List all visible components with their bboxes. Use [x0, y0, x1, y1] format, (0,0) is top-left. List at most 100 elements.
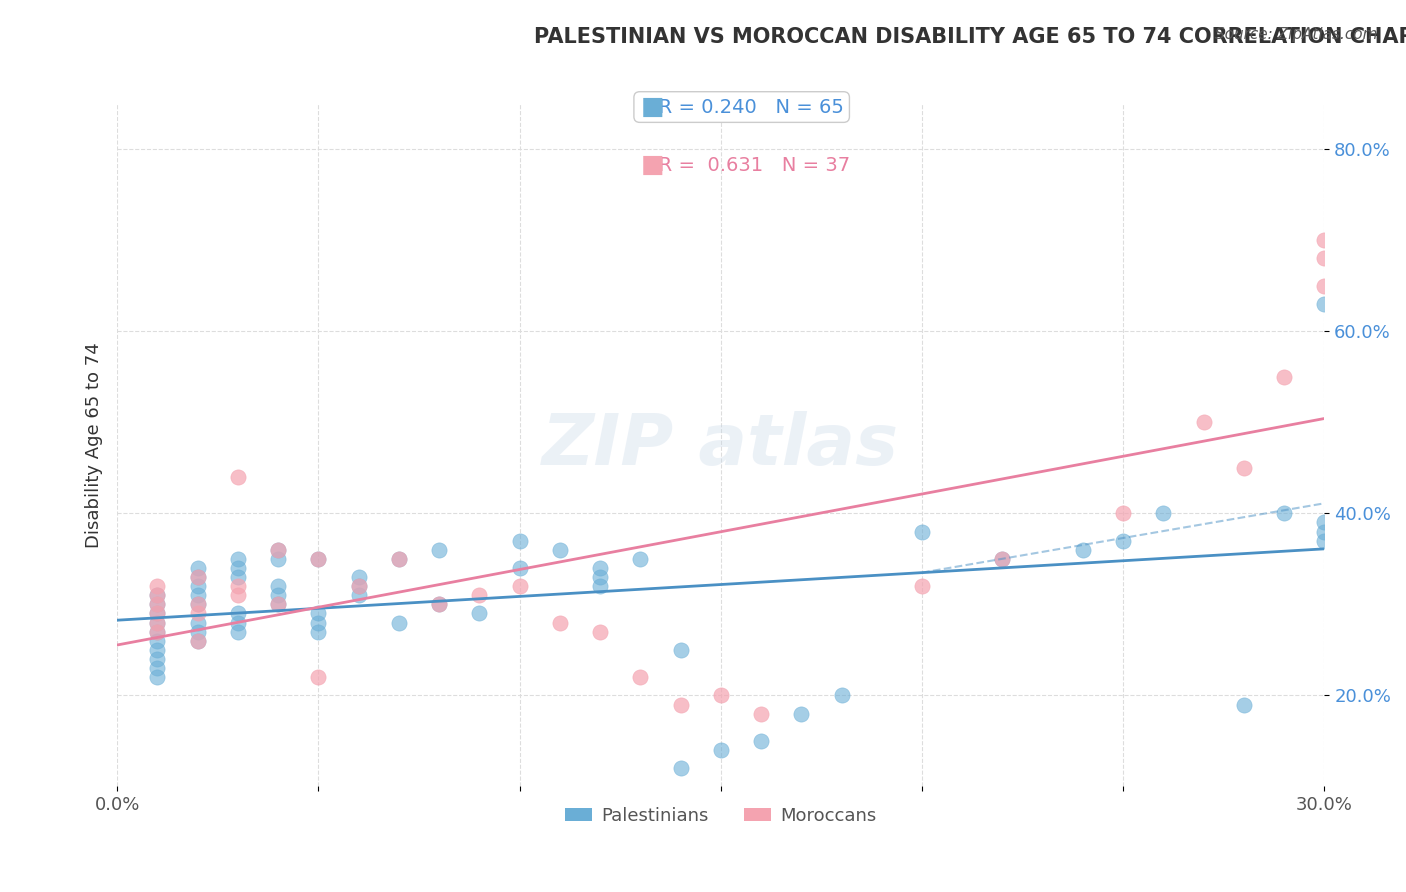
- Point: [347, 588, 370, 602]
- Point: [146, 615, 169, 630]
- Point: [226, 607, 249, 621]
- Text: ■: ■: [641, 95, 665, 119]
- Point: [187, 598, 209, 612]
- Text: PALESTINIAN VS MOROCCAN DISABILITY AGE 65 TO 74 CORRELATION CHART: PALESTINIAN VS MOROCCAN DISABILITY AGE 6…: [534, 27, 1406, 46]
- Point: [146, 615, 169, 630]
- Point: [669, 698, 692, 712]
- Point: [548, 542, 571, 557]
- Point: [1272, 506, 1295, 520]
- Point: [1233, 698, 1256, 712]
- Legend: Palestinians, Moroccans: Palestinians, Moroccans: [558, 799, 884, 832]
- Point: [187, 579, 209, 593]
- Point: [267, 542, 290, 557]
- Point: [187, 570, 209, 584]
- Point: [146, 579, 169, 593]
- Text: ■: ■: [641, 153, 665, 177]
- Y-axis label: Disability Age 65 to 74: Disability Age 65 to 74: [86, 343, 103, 548]
- Point: [589, 624, 612, 639]
- Point: [307, 551, 329, 566]
- Point: [1313, 278, 1336, 293]
- Point: [146, 598, 169, 612]
- Point: [468, 588, 491, 602]
- Point: [267, 588, 290, 602]
- Point: [146, 624, 169, 639]
- Point: [187, 561, 209, 575]
- Point: [307, 624, 329, 639]
- Point: [427, 598, 450, 612]
- Point: [669, 761, 692, 775]
- Point: [710, 689, 733, 703]
- Point: [589, 579, 612, 593]
- Point: [509, 579, 531, 593]
- Point: [1313, 233, 1336, 247]
- Point: [1313, 533, 1336, 548]
- Point: [146, 643, 169, 657]
- Point: [628, 551, 651, 566]
- Point: [1313, 516, 1336, 530]
- Point: [267, 598, 290, 612]
- Point: [226, 624, 249, 639]
- Point: [1112, 533, 1135, 548]
- Text: R = 0.240   N = 65: R = 0.240 N = 65: [640, 97, 844, 117]
- Point: [1192, 415, 1215, 429]
- Point: [226, 615, 249, 630]
- Point: [187, 570, 209, 584]
- Point: [146, 670, 169, 684]
- Point: [347, 579, 370, 593]
- Point: [187, 633, 209, 648]
- Point: [1313, 252, 1336, 266]
- Point: [226, 588, 249, 602]
- Point: [427, 598, 450, 612]
- Point: [146, 624, 169, 639]
- Point: [187, 633, 209, 648]
- Point: [146, 607, 169, 621]
- Point: [1272, 369, 1295, 384]
- Point: [226, 561, 249, 575]
- Point: [790, 706, 813, 721]
- Point: [1152, 506, 1174, 520]
- Point: [669, 643, 692, 657]
- Point: [749, 706, 772, 721]
- Point: [388, 551, 411, 566]
- Point: [307, 607, 329, 621]
- Point: [226, 570, 249, 584]
- Point: [146, 598, 169, 612]
- Point: [388, 615, 411, 630]
- Point: [1233, 460, 1256, 475]
- Point: [267, 598, 290, 612]
- Point: [1071, 542, 1094, 557]
- Point: [307, 615, 329, 630]
- Point: [307, 670, 329, 684]
- Point: [911, 579, 934, 593]
- Point: [710, 743, 733, 757]
- Point: [388, 551, 411, 566]
- Point: [187, 624, 209, 639]
- Point: [468, 607, 491, 621]
- Text: R =  0.631   N = 37: R = 0.631 N = 37: [640, 155, 849, 175]
- Point: [991, 551, 1014, 566]
- Point: [589, 561, 612, 575]
- Point: [146, 588, 169, 602]
- Point: [146, 607, 169, 621]
- Point: [427, 542, 450, 557]
- Point: [509, 533, 531, 548]
- Point: [991, 551, 1014, 566]
- Point: [146, 633, 169, 648]
- Point: [509, 561, 531, 575]
- Point: [628, 670, 651, 684]
- Point: [307, 551, 329, 566]
- Point: [1313, 297, 1336, 311]
- Point: [187, 598, 209, 612]
- Point: [548, 615, 571, 630]
- Point: [226, 551, 249, 566]
- Point: [187, 615, 209, 630]
- Point: [146, 652, 169, 666]
- Point: [187, 588, 209, 602]
- Point: [831, 689, 853, 703]
- Point: [267, 551, 290, 566]
- Text: Source: ZipAtlas.com: Source: ZipAtlas.com: [1215, 27, 1378, 42]
- Point: [1112, 506, 1135, 520]
- Point: [146, 588, 169, 602]
- Point: [187, 607, 209, 621]
- Point: [347, 579, 370, 593]
